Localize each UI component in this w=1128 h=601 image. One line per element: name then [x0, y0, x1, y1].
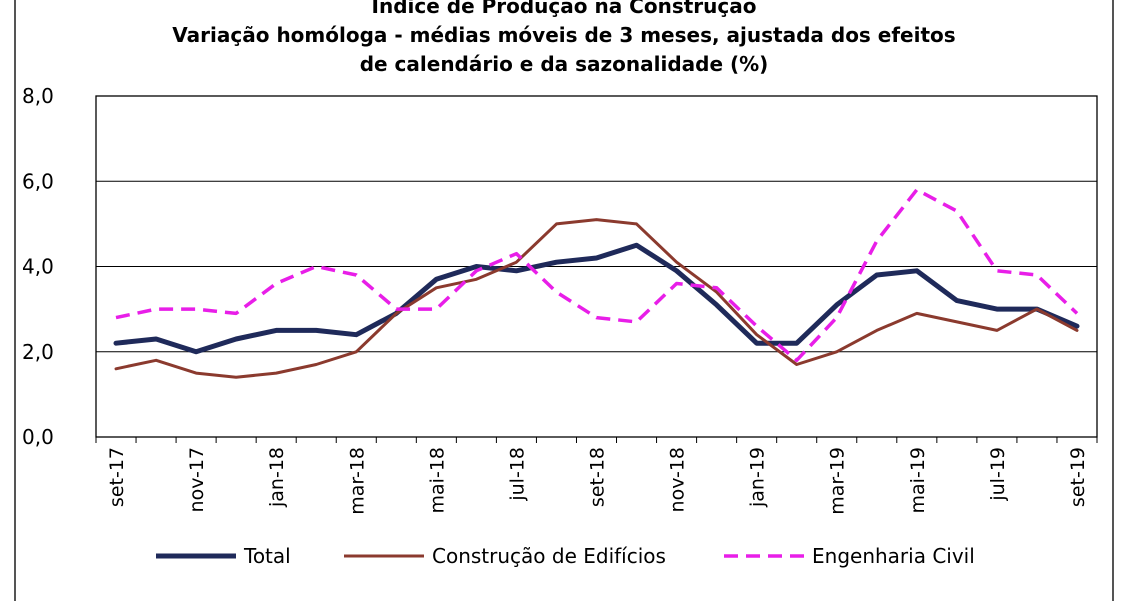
x-tick-label: mai-18 [426, 447, 448, 513]
x-axis: set-17 nov-17 jan-18 mar-18 mai-18 jul-18 set-… [95, 437, 1098, 515]
legend-label-1: Total [243, 544, 291, 568]
chart-title-block: Índice de Produção na Construção Variaçã… [0, 0, 1128, 79]
y-axis: 0,0 2,0 4,0 6,0 8,0 [22, 84, 54, 449]
x-tick-label: nov-18 [667, 447, 689, 512]
chart-title: Índice de Produção na Construção [371, 0, 757, 18]
y-tick-label: 8,0 [22, 84, 54, 108]
x-tick-label: nov-17 [186, 447, 208, 512]
grid-lines [95, 95, 1098, 438]
series-group [113, 188, 1080, 379]
x-tick-label: jan-19 [747, 447, 769, 508]
y-tick-label: 6,0 [22, 169, 54, 193]
series-line-1 [113, 242, 1080, 355]
chart-frame [14, 0, 1114, 601]
x-tick-label: set-18 [587, 447, 609, 507]
x-tick-label: mai-19 [907, 447, 929, 513]
x-tick-label: jan-18 [266, 447, 288, 508]
x-tick-label: mar-19 [827, 447, 849, 515]
y-tick-label: 2,0 [22, 340, 54, 364]
y-tick-label: 4,0 [22, 255, 54, 279]
x-tick-label: set-19 [1067, 447, 1089, 507]
chart-subtitle-line-1: Variação homóloga - médias móveis de 3 m… [172, 23, 956, 47]
x-tick-label: set-17 [106, 447, 128, 507]
series-line-2 [114, 218, 1079, 379]
x-tick-label: jul-19 [987, 447, 1009, 502]
legend: Total Construção de Edifícios Engenharia C… [156, 544, 975, 568]
y-tick-label: 0,0 [22, 425, 54, 449]
x-tick-label: jul-18 [506, 447, 528, 502]
series-line-3 [115, 188, 1079, 363]
chart-subtitle-line-2: de calendário e da sazonalidade (%) [359, 52, 769, 76]
legend-label-3: Engenharia Civil [812, 544, 975, 568]
legend-label-2: Construção de Edifícios [432, 544, 666, 568]
x-tick-label: mar-18 [346, 447, 368, 515]
